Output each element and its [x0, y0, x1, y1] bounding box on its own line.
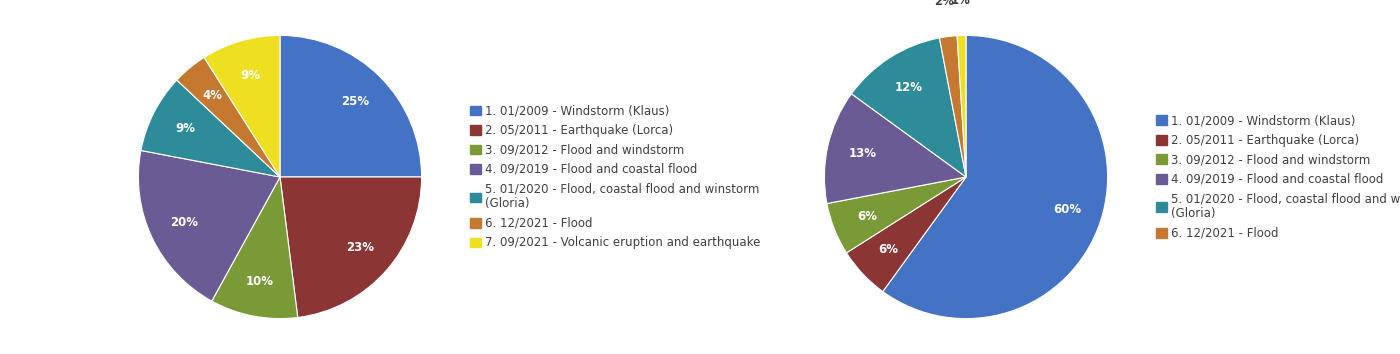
Wedge shape	[939, 36, 966, 177]
Wedge shape	[280, 177, 421, 318]
Wedge shape	[827, 177, 966, 253]
Text: 9%: 9%	[241, 69, 260, 81]
Text: 13%: 13%	[848, 147, 876, 160]
Text: 6%: 6%	[857, 210, 878, 223]
Text: 9%: 9%	[175, 122, 196, 135]
Text: 60%: 60%	[1053, 203, 1081, 216]
Text: 12%: 12%	[895, 81, 923, 94]
Text: 10%: 10%	[246, 275, 274, 288]
Text: 20%: 20%	[169, 216, 197, 229]
Wedge shape	[883, 35, 1107, 319]
Wedge shape	[851, 38, 966, 177]
Wedge shape	[139, 150, 280, 301]
Wedge shape	[958, 35, 966, 177]
Legend: 1. 01/2009 - Windstorm (Klaus), 2. 05/2011 - Earthquake (Lorca), 3. 09/2012 - Fl: 1. 01/2009 - Windstorm (Klaus), 2. 05/20…	[1156, 114, 1400, 240]
Text: 25%: 25%	[342, 96, 370, 108]
Text: 6%: 6%	[879, 243, 899, 256]
Wedge shape	[825, 94, 966, 204]
Wedge shape	[204, 35, 280, 177]
Text: 23%: 23%	[346, 241, 374, 254]
Text: 1%: 1%	[951, 0, 970, 7]
Wedge shape	[847, 177, 966, 292]
Wedge shape	[211, 177, 298, 319]
Wedge shape	[280, 35, 421, 177]
Wedge shape	[176, 57, 280, 177]
Legend: 1. 01/2009 - Windstorm (Klaus), 2. 05/2011 - Earthquake (Lorca), 3. 09/2012 - Fl: 1. 01/2009 - Windstorm (Klaus), 2. 05/20…	[470, 104, 760, 250]
Wedge shape	[141, 80, 280, 177]
Text: 4%: 4%	[203, 88, 223, 102]
Text: 2%: 2%	[934, 0, 953, 8]
